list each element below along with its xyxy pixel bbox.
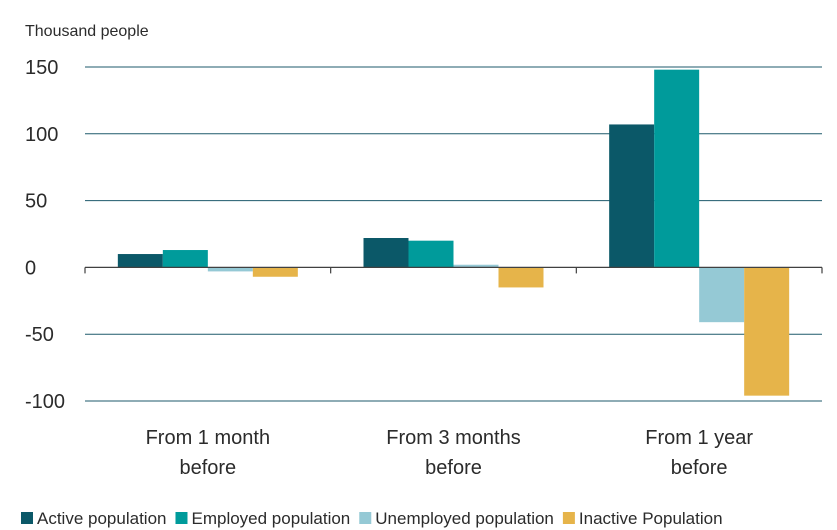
bar-active-population bbox=[117, 254, 163, 268]
category-label: From 3 months bbox=[386, 427, 520, 449]
y-tick-labels: 150 100 50 0 -50 -100 bbox=[25, 57, 65, 413]
category-label: From 1 month bbox=[146, 427, 270, 449]
y-tick-label: 150 bbox=[25, 57, 58, 79]
legend-swatch bbox=[359, 512, 372, 524]
legend-label: Active population bbox=[37, 509, 166, 528]
bar-unemployed-population bbox=[453, 264, 499, 268]
legend-label: Inactive Population bbox=[579, 509, 723, 528]
bar-unemployed-population bbox=[699, 267, 745, 323]
y-tick-label: -100 bbox=[25, 391, 65, 413]
bar-unemployed-population bbox=[207, 267, 253, 272]
legend-swatch bbox=[175, 512, 188, 524]
y-axis-unit-label: Thousand people bbox=[25, 23, 149, 40]
category-label: From 1 year bbox=[645, 427, 753, 449]
legend: Active population Employed population Unem… bbox=[21, 509, 723, 528]
bar-inactive-population bbox=[744, 267, 790, 396]
category-labels: From 1 month before From 3 months before Fro… bbox=[146, 427, 754, 479]
bar-inactive-population bbox=[498, 267, 544, 288]
gridlines bbox=[85, 66, 822, 402]
y-tick-label: 100 bbox=[25, 124, 58, 146]
legend-label: Employed population bbox=[191, 509, 350, 528]
y-tick-label: 0 bbox=[25, 257, 36, 279]
legend-label: Unemployed population bbox=[375, 509, 554, 528]
x-axis bbox=[84, 266, 823, 274]
legend-swatch bbox=[21, 512, 33, 524]
bar-employed-population bbox=[162, 250, 208, 268]
category-label: before bbox=[671, 457, 728, 479]
y-tick-label: -50 bbox=[25, 324, 54, 346]
category-label: before bbox=[425, 457, 482, 479]
legend-swatch bbox=[562, 512, 575, 524]
bars bbox=[117, 69, 790, 396]
category-label: before bbox=[179, 457, 236, 479]
bar-inactive-population bbox=[252, 267, 298, 277]
bar-active-population bbox=[609, 124, 655, 268]
y-tick-label: 50 bbox=[25, 191, 47, 213]
bar-active-population bbox=[363, 238, 409, 268]
bar-employed-population bbox=[408, 240, 454, 268]
bar-employed-population bbox=[654, 69, 700, 268]
